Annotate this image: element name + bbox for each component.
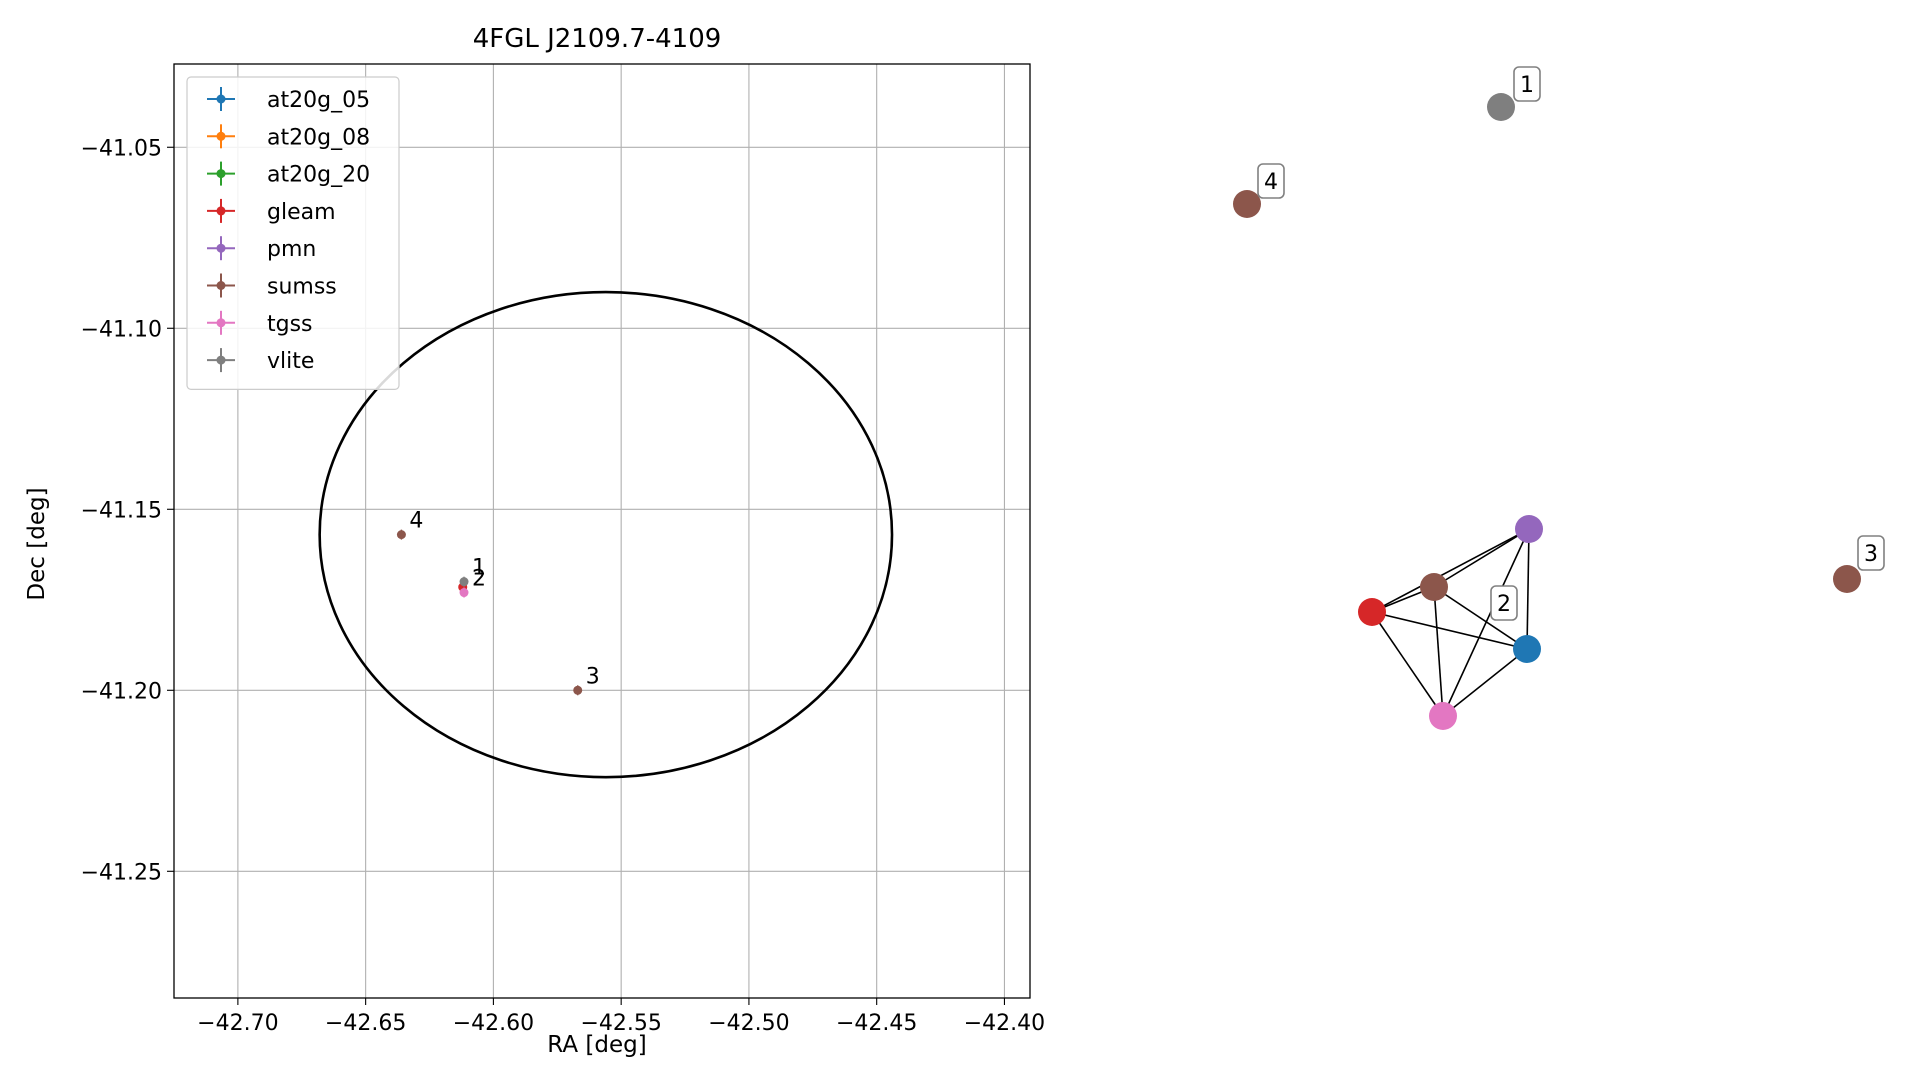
y-axis-ticks: −41.05 −41.10 −41.15 −41.20 −41.25: [81, 136, 174, 885]
node-label-3: 3: [1857, 535, 1885, 571]
legend-box: [186, 76, 400, 390]
network-edge: [1433, 586, 1444, 717]
node-at20g: [1513, 635, 1541, 663]
network-edge: [1371, 528, 1530, 613]
node-pmn: [1515, 515, 1543, 543]
node-gleam: [1358, 598, 1386, 626]
legend-label-vlite: vlite: [267, 349, 314, 374]
node-label-4-text: 4: [1264, 170, 1278, 195]
group-label-2-box: [1490, 585, 1518, 621]
network-edges: [1371, 528, 1530, 717]
legend-marker-vlite: [216, 355, 226, 365]
x-tick-label: −42.45: [836, 1011, 917, 1036]
annotation-2: 2: [472, 567, 486, 592]
legend-marker-sumss: [216, 281, 226, 290]
node-sumss-2: [1420, 573, 1448, 601]
point-vlite: [459, 577, 469, 587]
y-tick-label: −41.20: [81, 679, 162, 704]
y-tick-label: −41.25: [81, 860, 162, 885]
point-tgss: [459, 588, 469, 598]
annotation-1: 1: [472, 556, 486, 581]
node-sumss-3: [1833, 565, 1861, 593]
uncertainty-ellipse-layer: [318, 290, 894, 779]
legend-marker-pmn: [216, 243, 226, 253]
node-vlite: [1487, 93, 1515, 121]
uncertainty-ellipse: [318, 290, 894, 779]
network-nodes: [1233, 93, 1861, 730]
x-tick-label: −42.70: [197, 1011, 278, 1036]
plot-frame: [173, 63, 1031, 999]
node-label-3-text: 3: [1864, 542, 1878, 567]
network-edge: [1442, 648, 1528, 717]
x-tick-label: −42.55: [580, 1011, 661, 1036]
node-label-3-box: [1857, 535, 1885, 571]
point-annotations: 4 12 3: [409, 509, 599, 690]
network-edge: [1526, 528, 1530, 650]
sky-scatter-panel: 4FGL J2109.7-4109 4 12 3 −42.70 −42.65 −42.6…: [24, 24, 1045, 1058]
y-tick-label: −41.05: [81, 136, 162, 161]
legend-label-at20g-20: at20g_20: [267, 163, 370, 188]
legend-label-tgss: tgss: [267, 312, 313, 337]
legend-label-at20g-05: at20g_05: [267, 88, 370, 113]
network-node-labels: 1 4 3: [1257, 66, 1885, 571]
group-label-2-text: 2: [1497, 592, 1511, 617]
network-edge: [1433, 586, 1528, 650]
node-label-1-box: [1513, 66, 1541, 102]
legend-label-pmn: pmn: [267, 237, 316, 262]
x-axis-label: RA [deg]: [547, 1032, 646, 1058]
legend-marker-at20g-05: [216, 94, 226, 104]
legend-marker-at20g-08: [216, 131, 226, 141]
chart-title: 4FGL J2109.7-4109: [473, 24, 722, 54]
legend-label-at20g-08: at20g_08: [267, 125, 370, 150]
y-tick-label: −41.15: [81, 498, 162, 523]
node-label-4: 4: [1257, 163, 1285, 199]
annotation-4: 4: [409, 509, 423, 534]
node-tgss: [1429, 702, 1457, 730]
node-sumss-4: [1233, 190, 1261, 218]
legend-marker-gleam: [216, 206, 226, 216]
legend-label-gleam: gleam: [267, 200, 336, 225]
legend-marker-tgss: [216, 318, 226, 328]
node-label-1-text: 1: [1520, 73, 1534, 98]
x-tick-label: −42.65: [325, 1011, 406, 1036]
y-axis-label: Dec [deg]: [24, 487, 50, 600]
group-label-2: 2: [1490, 585, 1518, 621]
node-label-1: 1: [1513, 66, 1541, 102]
network-edge: [1433, 528, 1530, 588]
network-group-labels: 2: [1490, 585, 1518, 621]
x-tick-label: −42.60: [453, 1011, 534, 1036]
annotation-3: 3: [586, 664, 600, 689]
y-tick-label: −41.10: [81, 317, 162, 342]
network-edge: [1371, 611, 1528, 650]
match-network-panel: 1 4 3 2: [1233, 66, 1885, 730]
node-label-4-box: [1257, 163, 1285, 199]
point-sumss: [573, 685, 583, 695]
x-tick-label: −42.40: [964, 1011, 1045, 1036]
network-edge: [1371, 611, 1444, 717]
x-axis-ticks: −42.70 −42.65 −42.60 −42.55 −42.50 −42.45 −42.…: [197, 998, 1045, 1036]
legend-label-sumss: sumss: [267, 275, 337, 300]
legend-marker-at20g-20: [216, 169, 226, 179]
x-tick-label: −42.50: [708, 1011, 789, 1036]
data-points: [396, 529, 583, 696]
point-sumss: [396, 530, 406, 540]
